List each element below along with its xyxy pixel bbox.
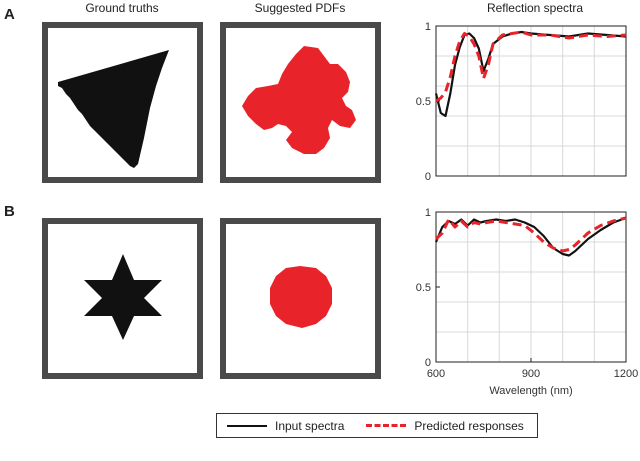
suggested-pdf-blob-a xyxy=(242,46,356,154)
y-tick-label: 0 xyxy=(425,357,431,369)
x-tick-label: 900 xyxy=(522,368,540,380)
spectrum-chart-b: 0 0.5 1 600 900 1200 Wavelength (nm) xyxy=(416,207,638,397)
predicted-spectrum-line xyxy=(435,30,627,103)
column-title-ground-truths: Ground truths xyxy=(85,1,159,15)
suggested-pdf-frame-b xyxy=(220,218,381,379)
y-tick-label: 0 xyxy=(425,171,431,183)
y-tick-label: 1 xyxy=(425,207,431,219)
y-tick-label: 0.5 xyxy=(416,282,431,294)
legend-predicted-swatch xyxy=(366,424,407,427)
y-tick-label: 0.5 xyxy=(416,96,431,108)
legend-input-label: Input spectra xyxy=(275,418,345,433)
x-tick-label: 1200 xyxy=(614,368,638,380)
predicted-spectrum-line xyxy=(434,216,627,253)
suggested-pdf-frame-a xyxy=(220,22,381,183)
y-tick-label: 1 xyxy=(425,21,431,33)
legend-input-swatch xyxy=(227,424,267,427)
x-tick-label: 600 xyxy=(427,368,445,380)
column-title-reflection-spectra: Reflection spectra xyxy=(486,1,584,15)
ground-truth-frame-b xyxy=(42,218,203,379)
row-label-a: A xyxy=(4,6,15,23)
ground-truth-triangle xyxy=(58,50,169,168)
ground-truth-frame-a xyxy=(42,22,203,183)
suggested-pdf-blob-b xyxy=(270,266,332,328)
row-label-b: B xyxy=(4,203,15,220)
spectrum-chart-a: 00.51 xyxy=(416,21,627,183)
ground-truth-star xyxy=(84,254,162,340)
input-spectrum-line xyxy=(434,216,627,257)
column-title-suggested-pdfs: Suggested PDFs xyxy=(254,1,346,15)
x-axis-label: Wavelength (nm) xyxy=(489,385,572,397)
legend: Input spectra Predicted responses xyxy=(216,413,538,438)
legend-predicted-label: Predicted responses xyxy=(414,418,524,433)
